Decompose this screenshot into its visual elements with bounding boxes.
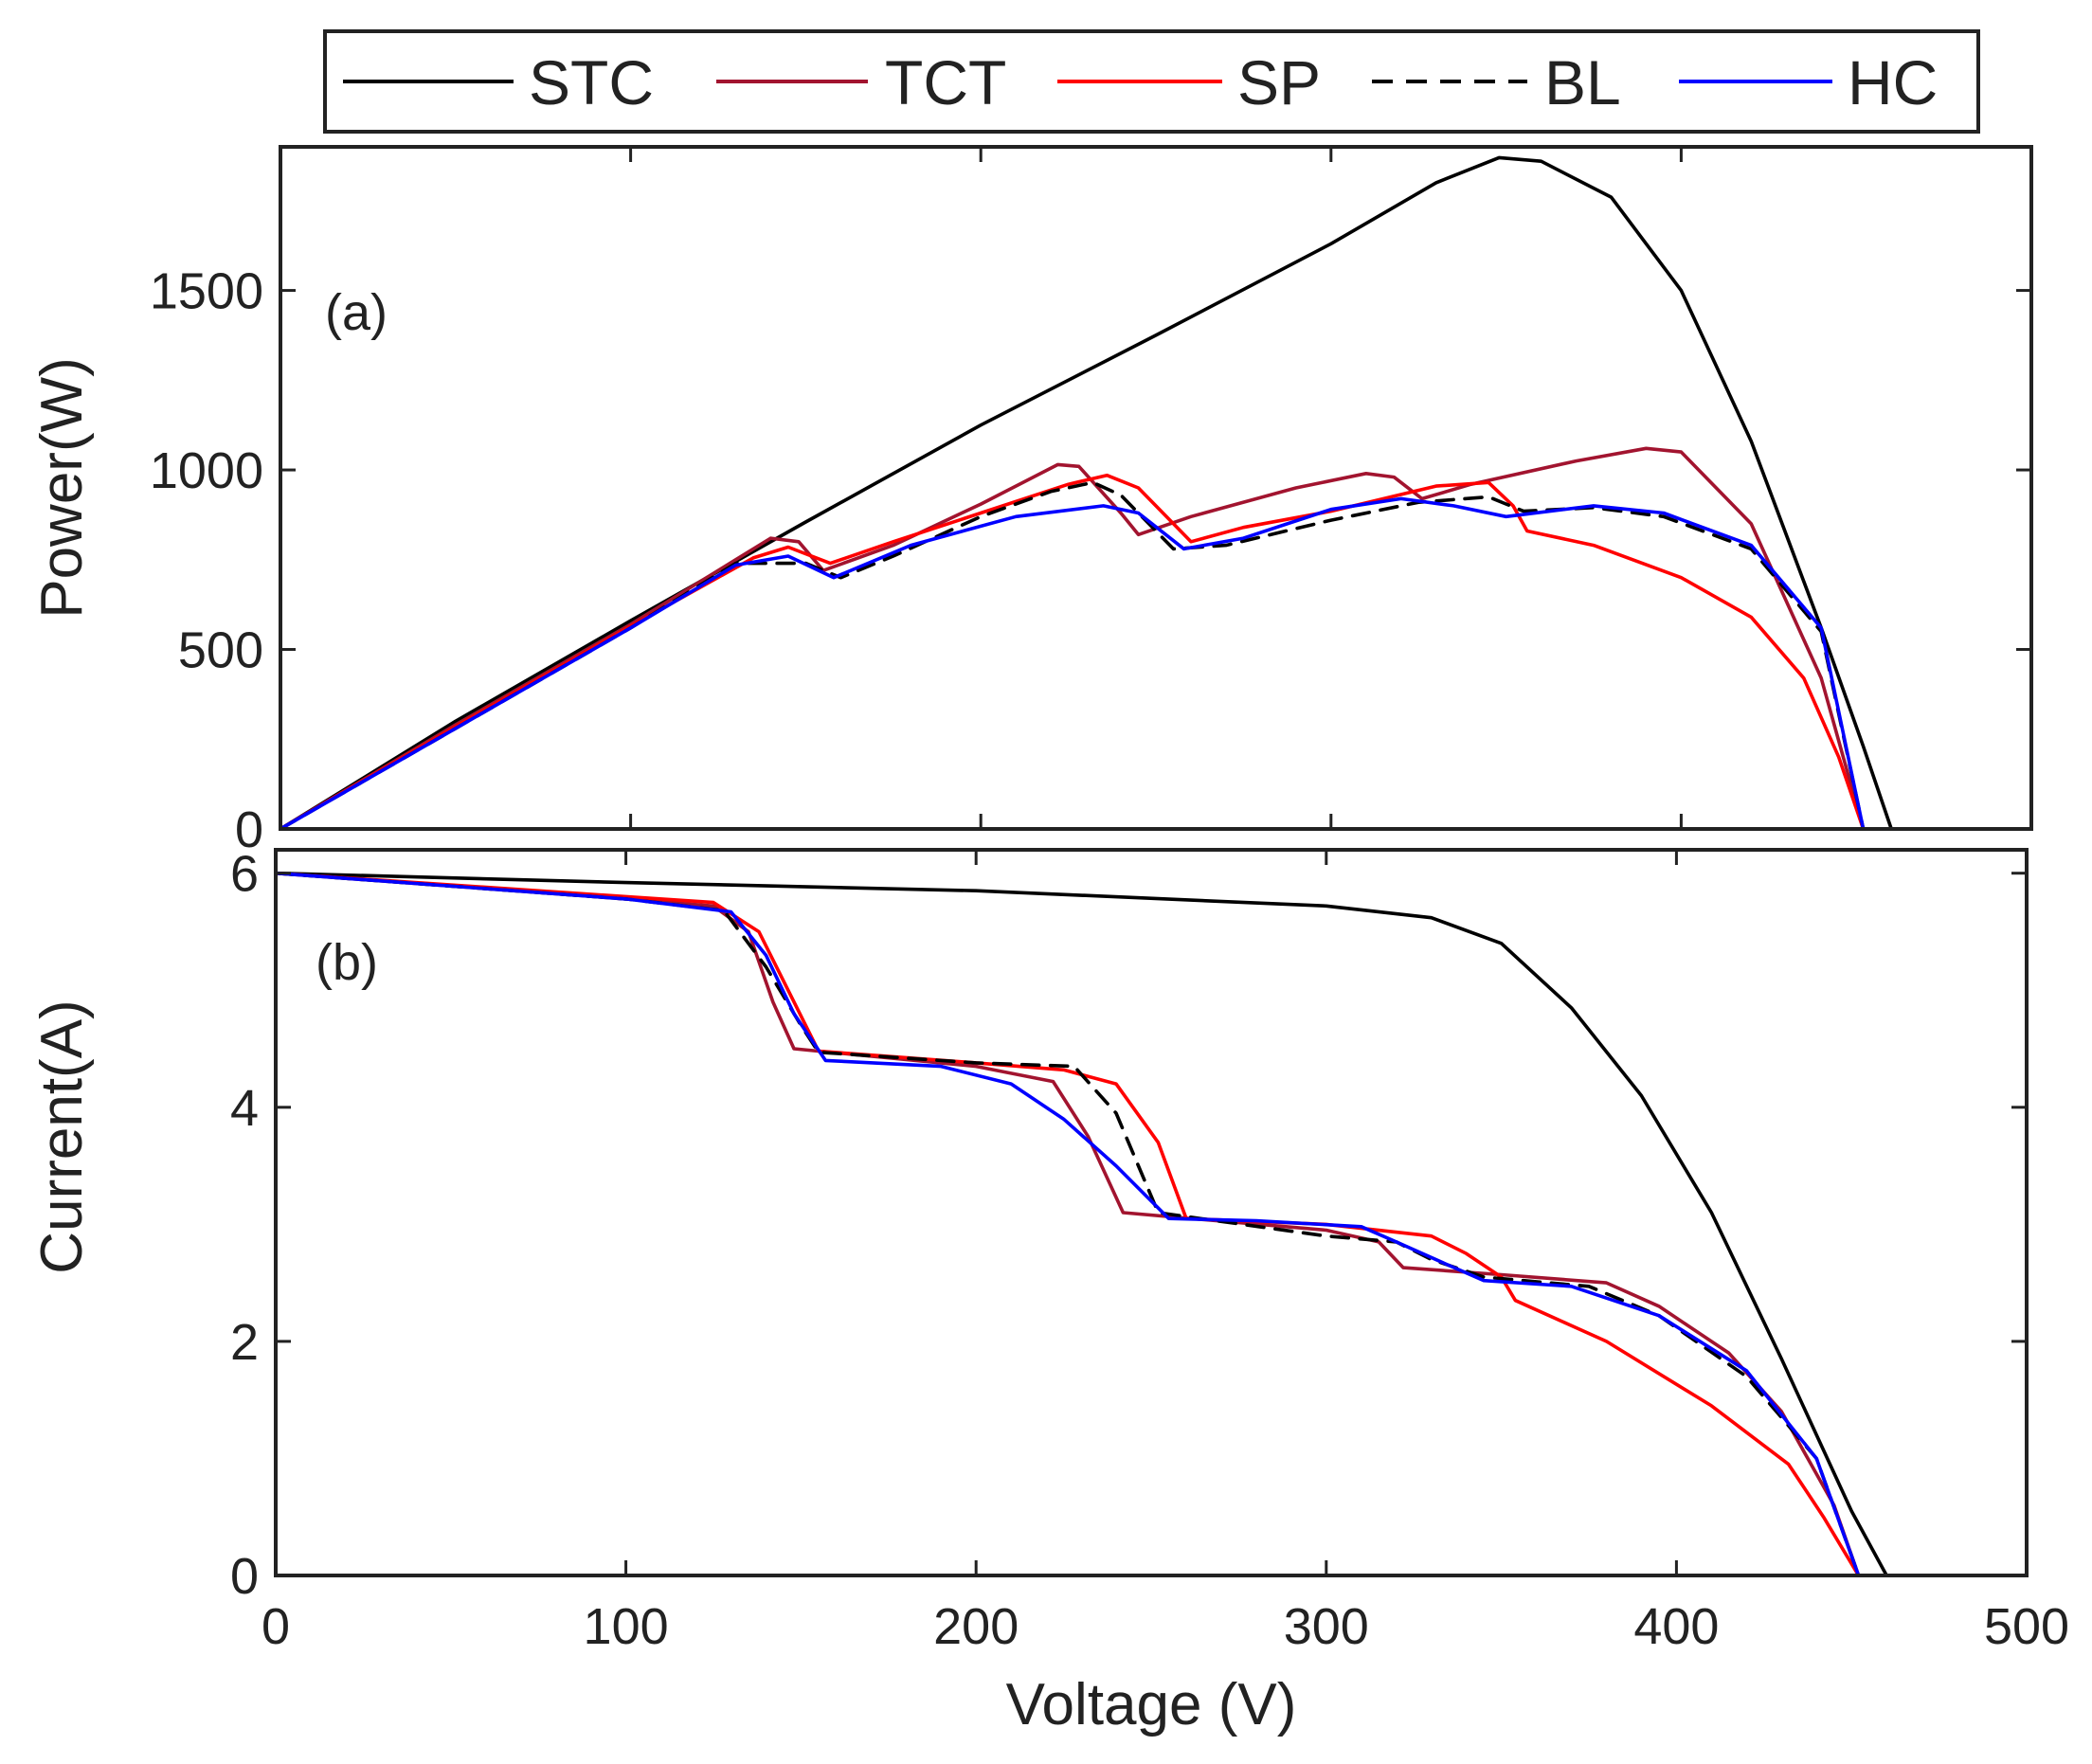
power-ytick-label-0: 0 — [235, 801, 263, 858]
power-series-sp — [280, 473, 1866, 829]
current-ticks-group: 0 2 4 6 0 100 200 300 400 500 — [230, 846, 2069, 1655]
power-ytick-label-1500: 1500 — [150, 263, 263, 320]
current-panel: 0 2 4 6 0 100 200 300 400 500 (b) Current(A) Volt… — [29, 846, 2069, 1737]
power-series-hc — [280, 496, 1866, 829]
power-ytick-label-1000: 1000 — [150, 442, 263, 499]
current-xtick-label-0: 0 — [262, 1598, 290, 1655]
legend-entry-tct: TCT — [716, 47, 1006, 117]
power-series-tct — [280, 446, 1866, 829]
current-xtick-label-100: 100 — [584, 1598, 669, 1655]
legend-label-tct: TCT — [885, 47, 1006, 117]
current-xtick-label-300: 300 — [1284, 1598, 1369, 1655]
current-panel-label: (b) — [316, 934, 378, 991]
legend-entry-sp: SP — [1057, 47, 1321, 117]
current-series-group — [276, 871, 1888, 1575]
current-axes-frame — [274, 848, 2029, 1577]
legend-entry-hc: HC — [1679, 47, 1938, 117]
current-xtick-label-400: 400 — [1633, 1598, 1719, 1655]
legend-entry-bl: BL — [1372, 47, 1621, 117]
legend: STC TCT SP BL HC — [323, 29, 1980, 134]
power-panel: 0 500 1000 1500 (a) Power(W) — [29, 145, 2033, 858]
current-ytick-label-0: 0 — [230, 1548, 259, 1605]
power-panel-label: (a) — [325, 284, 388, 341]
legend-label-stc: STC — [529, 47, 654, 117]
current-ytick-label-6: 6 — [230, 846, 259, 903]
current-series-hc — [276, 871, 1861, 1575]
power-y-axis-label: Power(W) — [29, 357, 95, 619]
power-ytick-label-500: 500 — [178, 622, 263, 679]
legend-entry-stc: STC — [343, 47, 654, 117]
power-axes-frame — [279, 145, 2033, 831]
legend-label-hc: HC — [1848, 47, 1938, 117]
power-series-group — [280, 155, 1893, 829]
current-series-stc — [276, 871, 1888, 1575]
current-y-axis-label: Current(A) — [29, 999, 95, 1273]
current-ytick-label-2: 2 — [230, 1314, 259, 1371]
legend-label-sp: SP — [1237, 47, 1321, 117]
power-ticks-group: 0 500 1000 1500 — [150, 147, 2033, 858]
current-ytick-label-4: 4 — [230, 1080, 259, 1137]
legend-label-bl: BL — [1544, 47, 1621, 117]
x-axis-label: Voltage (V) — [1006, 1672, 1297, 1737]
current-xtick-label-200: 200 — [933, 1598, 1019, 1655]
current-xtick-label-500: 500 — [1984, 1598, 2069, 1655]
